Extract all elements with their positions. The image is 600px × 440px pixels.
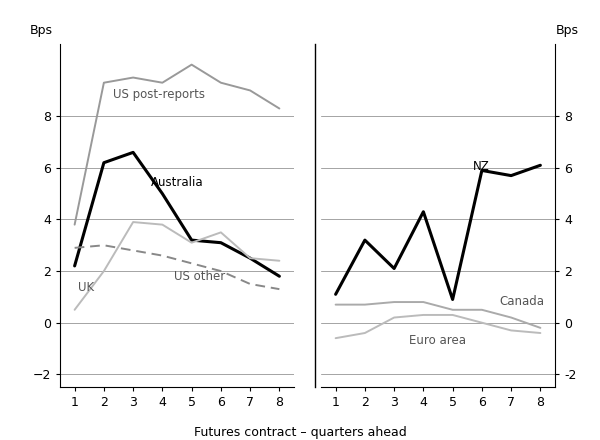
Text: Australia: Australia (151, 176, 203, 188)
Text: US post-reports: US post-reports (113, 88, 205, 101)
Text: Euro area: Euro area (409, 334, 466, 347)
Text: Bps: Bps (29, 24, 53, 37)
Text: Canada: Canada (499, 296, 544, 308)
Text: Futures contract – quarters ahead: Futures contract – quarters ahead (194, 425, 406, 439)
Text: NZ: NZ (473, 160, 490, 173)
Text: Bps: Bps (556, 24, 578, 37)
Text: UK: UK (77, 281, 94, 294)
Text: US other: US other (174, 270, 226, 282)
